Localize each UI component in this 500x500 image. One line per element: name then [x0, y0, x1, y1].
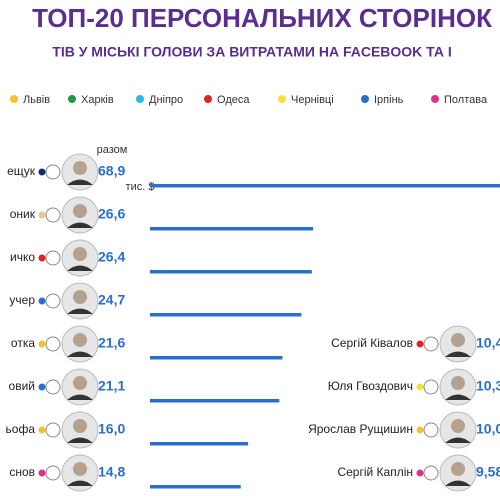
photo-body	[67, 351, 93, 357]
photo-body	[67, 265, 93, 271]
city-dot	[38, 469, 46, 477]
legend-label: Дніпро	[149, 94, 183, 106]
party-badge	[45, 164, 61, 180]
photo-head	[451, 419, 465, 433]
photo-head	[73, 462, 87, 476]
party-badge	[45, 465, 61, 481]
party-badge	[45, 336, 61, 352]
party-badge	[45, 379, 61, 395]
photo-head	[73, 333, 87, 347]
bar	[150, 356, 283, 360]
unit-label: тис. $	[126, 181, 155, 193]
bar	[150, 399, 280, 403]
party-badge	[423, 336, 439, 352]
photo-body	[445, 437, 471, 443]
photo-body	[67, 308, 93, 314]
legend-dot	[136, 95, 144, 103]
value-label: 10,3	[476, 378, 500, 394]
name: овий	[9, 379, 35, 393]
photo-body	[67, 480, 93, 486]
city-dot	[38, 297, 46, 305]
bar	[150, 442, 249, 446]
city-dot	[38, 168, 46, 176]
photo-head	[73, 290, 87, 304]
legend-dot	[10, 95, 18, 103]
value-label: 21,6	[98, 335, 125, 351]
value-label: 68,9	[98, 163, 125, 179]
party-badge	[423, 465, 439, 481]
name: ьофа	[6, 422, 36, 436]
name: Сергій Ківалов	[331, 336, 413, 350]
name: Ярослав Рущишин	[308, 422, 413, 436]
bar	[150, 485, 241, 489]
legend-label: Чернівці	[291, 94, 334, 106]
photo-body	[445, 394, 471, 400]
photo-body	[445, 480, 471, 486]
party-badge	[45, 250, 61, 266]
photo-head	[451, 333, 465, 347]
name: ещук	[7, 164, 36, 178]
subtitle: ТІВ У МІСЬКІ ГОЛОВИ ЗА ВИТРАТАМИ НА FACE…	[52, 44, 451, 60]
city-dot	[38, 340, 46, 348]
name: отка	[11, 336, 35, 350]
city-dot	[38, 254, 46, 262]
value-label: 10,4	[476, 335, 500, 351]
photo-head	[73, 247, 87, 261]
value-label: 26,4	[98, 249, 125, 265]
party-badge	[45, 422, 61, 438]
legend-label: Харків	[81, 94, 114, 106]
photo-head	[73, 204, 87, 218]
bar	[150, 184, 500, 188]
city-dot	[38, 383, 46, 391]
unit-label: разом	[97, 144, 128, 156]
party-badge	[45, 293, 61, 309]
legend-dot	[204, 95, 212, 103]
title: ТОП-20 ПЕРСОНАЛЬНИХ СТОРІНОК	[32, 3, 492, 33]
photo-body	[67, 179, 93, 185]
city-dot	[416, 426, 424, 434]
city-dot	[416, 340, 424, 348]
legend-dot	[431, 95, 439, 103]
photo-head	[451, 376, 465, 390]
city-dot	[416, 469, 424, 477]
bar	[150, 313, 302, 317]
party-badge	[423, 379, 439, 395]
photo-body	[445, 351, 471, 357]
name: снов	[9, 465, 35, 479]
name: учер	[9, 293, 35, 307]
photo-head	[73, 376, 87, 390]
value-label: 26,6	[98, 206, 125, 222]
legend-label: Полтава	[444, 94, 488, 106]
photo-head	[73, 419, 87, 433]
party-badge	[423, 422, 439, 438]
legend-dot	[68, 95, 76, 103]
bar	[150, 270, 312, 274]
city-dot	[38, 426, 46, 434]
city-dot	[38, 211, 46, 219]
photo-body	[67, 394, 93, 400]
name: оник	[10, 207, 36, 221]
value-label: 21,1	[98, 378, 125, 394]
value-label: 16,0	[98, 421, 125, 437]
party-badge	[45, 207, 61, 223]
name: Юля Гвоздович	[328, 379, 413, 393]
city-dot	[416, 383, 424, 391]
name: Сергій Каплін	[337, 465, 413, 479]
legend-label: Львів	[23, 94, 50, 106]
value-label: 14,8	[98, 464, 125, 480]
legend-label: Одеса	[217, 94, 250, 106]
photo-head	[451, 462, 465, 476]
value-label: 10,0	[476, 421, 500, 437]
value-label: 9,58	[476, 464, 500, 480]
legend-label: Ірпінь	[374, 94, 404, 106]
photo-head	[73, 161, 87, 175]
value-label: 24,7	[98, 292, 125, 308]
photo-body	[67, 222, 93, 228]
legend-dot	[361, 95, 369, 103]
photo-body	[67, 437, 93, 443]
bar	[150, 227, 314, 231]
legend-dot	[278, 95, 286, 103]
name: ичко	[10, 250, 35, 264]
